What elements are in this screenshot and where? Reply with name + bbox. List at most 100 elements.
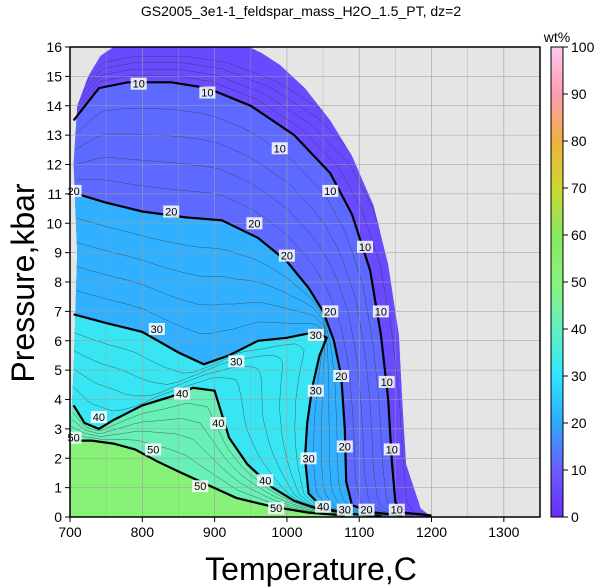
contour-label-bg bbox=[336, 440, 353, 453]
contour-label-bg bbox=[358, 503, 375, 516]
y-tick-label: 2 bbox=[54, 450, 62, 466]
contour-label: 10 bbox=[201, 88, 213, 100]
contour-label: 20 bbox=[165, 207, 177, 219]
contour-label-bg bbox=[246, 217, 263, 230]
contour-label-group: 30 bbox=[336, 503, 353, 517]
contour-label-group: 50 bbox=[192, 480, 209, 493]
contour-label-group: 20 bbox=[358, 503, 375, 517]
contour-label: 10 bbox=[274, 143, 286, 155]
x-tick-label: 700 bbox=[58, 524, 82, 540]
contour-label: 30 bbox=[310, 330, 322, 342]
y-tick-label: 3 bbox=[54, 421, 62, 437]
minor-contour-44 bbox=[72, 418, 345, 515]
contour-label: 30 bbox=[310, 386, 322, 398]
contour-label-group: 10 bbox=[271, 142, 288, 155]
y-tick-label: 9 bbox=[54, 245, 62, 261]
contour-label: 20 bbox=[248, 218, 260, 230]
contour-label-bg bbox=[145, 443, 162, 456]
contour-label: 10 bbox=[359, 242, 371, 254]
contour-label-bg bbox=[148, 323, 165, 335]
contour-label-bg bbox=[307, 328, 324, 341]
contour-label: 50 bbox=[147, 444, 159, 456]
contour-label-group: 20 bbox=[322, 305, 339, 318]
x-tick-label: 1100 bbox=[344, 524, 374, 540]
contour-label: 10 bbox=[381, 377, 393, 389]
y-tick-label: 15 bbox=[46, 68, 62, 84]
contour-label-group: 50 bbox=[145, 443, 162, 456]
contour-label-group: 20 bbox=[336, 440, 353, 454]
contour-label-group: 40 bbox=[257, 474, 274, 487]
minor-contour-46 bbox=[71, 426, 345, 515]
contour-label-group: 10 bbox=[372, 305, 389, 318]
contour-label-group: 20 bbox=[278, 249, 295, 263]
contour-label-group: 20 bbox=[163, 205, 180, 219]
contour-10 bbox=[72, 81, 432, 517]
y-tick-label: 16 bbox=[46, 39, 62, 55]
contour-label-group: 20 bbox=[333, 370, 350, 383]
axes: 700 800 900 1000 1100 1200 1300012345678910111… bbox=[46, 39, 541, 540]
y-tick-label: 13 bbox=[46, 127, 62, 143]
contour-label-group: 30 bbox=[307, 328, 324, 342]
y-tick-label: 5 bbox=[54, 362, 62, 378]
contour-label: 50 bbox=[194, 481, 206, 493]
colorbar-tick-label: 70 bbox=[571, 180, 587, 196]
contour-label-group: 30 bbox=[228, 355, 245, 368]
colorbar-tick-label: 10 bbox=[571, 462, 587, 478]
contour-label: 30 bbox=[151, 324, 163, 336]
contour-label-bg bbox=[174, 387, 191, 400]
heatmap-band-50 bbox=[70, 440, 345, 517]
contour-label-group: 10 bbox=[130, 77, 147, 91]
contour-label-group: 50 bbox=[65, 431, 82, 445]
contour-label-bg bbox=[228, 355, 245, 368]
contour-label: 50 bbox=[270, 503, 282, 515]
contour-label-group: 10 bbox=[357, 240, 373, 254]
contour-label-bg bbox=[163, 205, 180, 218]
contour-label-group: 10 bbox=[388, 503, 405, 517]
minor-contour-18 bbox=[76, 178, 409, 516]
contour-label-bg bbox=[333, 370, 350, 382]
y-tick-label: 7 bbox=[54, 303, 62, 319]
y-tick-label: 10 bbox=[46, 215, 62, 231]
colorbar-tick-label: 100 bbox=[571, 39, 595, 55]
y-tick-label: 1 bbox=[54, 480, 62, 496]
contour-label-group: 10 bbox=[322, 184, 339, 198]
minor-contour-8 bbox=[73, 75, 432, 516]
contour-label-group: 40 bbox=[174, 387, 191, 401]
contour-label: 40 bbox=[317, 502, 329, 514]
contour-label: 20 bbox=[335, 371, 347, 383]
contour-label-bg bbox=[378, 375, 395, 388]
contour-label-bg bbox=[336, 503, 353, 516]
minor-contour-24 bbox=[75, 241, 394, 517]
minor-contour-16 bbox=[75, 156, 415, 516]
y-tick-label: 4 bbox=[54, 392, 62, 408]
contour-label-group: 10 bbox=[383, 443, 400, 456]
contour-label: 30 bbox=[302, 453, 314, 465]
colorbar-tick-label: 30 bbox=[571, 368, 587, 384]
minor-contour-12 bbox=[74, 108, 426, 516]
minor-contour-26 bbox=[75, 265, 390, 517]
contour-label-bg bbox=[388, 503, 405, 516]
contour-label: 40 bbox=[176, 389, 188, 401]
colorbar-tick-label: 90 bbox=[571, 86, 587, 102]
colorbar-tick-label: 80 bbox=[571, 133, 587, 149]
chart-title: GS2005_3e1-1_feldspar_mass_H2O_1.5_PT, d… bbox=[141, 3, 461, 19]
y-tick-label: 14 bbox=[46, 98, 62, 114]
x-tick-label: 800 bbox=[131, 524, 155, 540]
contour-label-bg bbox=[271, 142, 288, 155]
contour-label: 10 bbox=[386, 444, 398, 456]
minor-contour-36 bbox=[73, 366, 360, 515]
contour-label-bg bbox=[315, 500, 332, 513]
x-tick-label: 1200 bbox=[416, 524, 447, 540]
x-axis-title: Temperature,C bbox=[205, 551, 417, 587]
minor-contour-34 bbox=[73, 350, 367, 515]
colorbar-tick-label: 60 bbox=[571, 227, 587, 243]
x-tick-label: 1300 bbox=[488, 524, 519, 540]
contour-label-bg bbox=[383, 443, 400, 456]
contour-label-group: 40 bbox=[315, 500, 332, 514]
contour-label: 30 bbox=[339, 505, 351, 517]
minor-contour-22 bbox=[76, 217, 399, 516]
contour-50 bbox=[70, 439, 345, 517]
contour-label-group: 30 bbox=[307, 384, 324, 398]
